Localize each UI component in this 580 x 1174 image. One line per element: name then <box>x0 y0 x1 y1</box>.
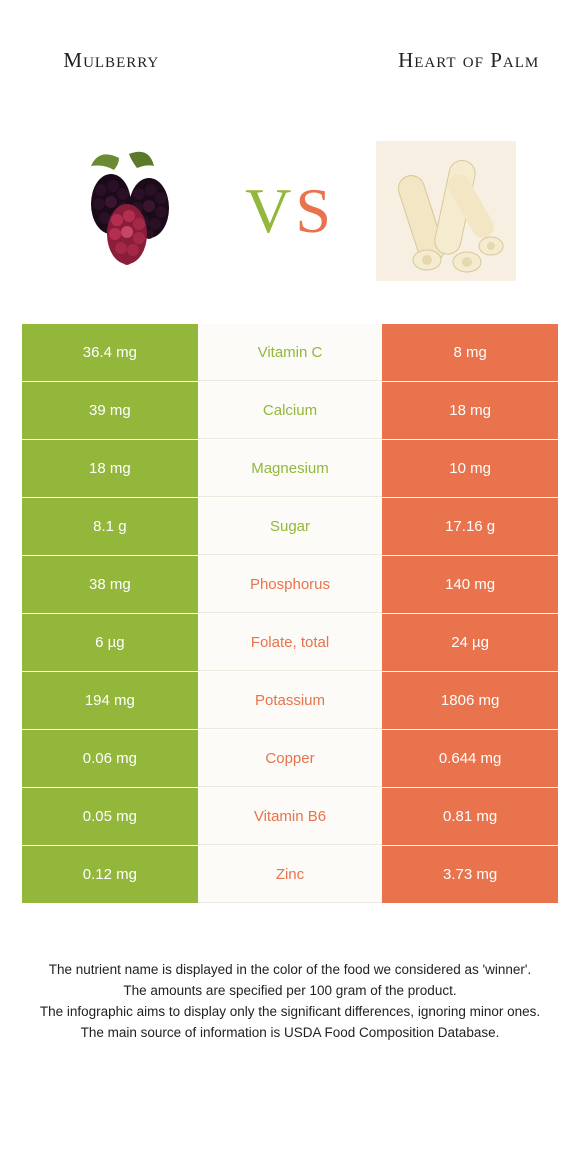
vs-label: VS <box>245 174 335 248</box>
value-right: 17.16 g <box>382 498 558 555</box>
nutrient-label: Sugar <box>198 498 383 555</box>
table-row: 194 mgPotassium1806 mg <box>22 672 558 730</box>
value-left: 0.12 mg <box>22 846 198 903</box>
value-left: 38 mg <box>22 556 198 613</box>
nutrient-label: Zinc <box>198 846 383 903</box>
value-left: 18 mg <box>22 440 198 497</box>
footer-notes: The nutrient name is displayed in the co… <box>22 960 558 1044</box>
value-right: 10 mg <box>382 440 558 497</box>
footer-line: The main source of information is USDA F… <box>32 1023 548 1044</box>
footer-line: The infographic aims to display only the… <box>32 1002 548 1023</box>
value-right: 0.81 mg <box>382 788 558 845</box>
value-left: 36.4 mg <box>22 324 198 381</box>
nutrient-label: Copper <box>198 730 383 787</box>
nutrient-label: Phosphorus <box>198 556 383 613</box>
value-left: 39 mg <box>22 382 198 439</box>
nutrient-label: Folate, total <box>198 614 383 671</box>
value-right: 1806 mg <box>382 672 558 729</box>
nutrient-label: Vitamin B6 <box>198 788 383 845</box>
footer-line: The nutrient name is displayed in the co… <box>32 960 548 981</box>
value-right: 3.73 mg <box>382 846 558 903</box>
value-right: 0.644 mg <box>382 730 558 787</box>
table-row: 39 mgCalcium18 mg <box>22 382 558 440</box>
title-right: Heart of Palm <box>379 48 558 72</box>
value-left: 0.05 mg <box>22 788 198 845</box>
value-right: 8 mg <box>382 324 558 381</box>
value-right: 140 mg <box>382 556 558 613</box>
heart-of-palm-image <box>335 131 558 291</box>
table-row: 0.12 mgZinc3.73 mg <box>22 846 558 904</box>
footer-line: The amounts are specified per 100 gram o… <box>32 981 548 1002</box>
nutrient-label: Calcium <box>198 382 383 439</box>
table-row: 6 µgFolate, total24 µg <box>22 614 558 672</box>
table-row: 0.05 mgVitamin B60.81 mg <box>22 788 558 846</box>
value-left: 8.1 g <box>22 498 198 555</box>
images-row: VS <box>22 106 558 316</box>
value-left: 0.06 mg <box>22 730 198 787</box>
value-right: 24 µg <box>382 614 558 671</box>
value-left: 6 µg <box>22 614 198 671</box>
value-left: 194 mg <box>22 672 198 729</box>
header: Mulberry Heart of Palm <box>22 18 558 102</box>
mulberry-icon <box>59 136 209 286</box>
infographic-container: Mulberry Heart of Palm <box>0 0 580 1174</box>
table-row: 18 mgMagnesium10 mg <box>22 440 558 498</box>
table-row: 38 mgPhosphorus140 mg <box>22 556 558 614</box>
nutrient-label: Vitamin C <box>198 324 383 381</box>
table-row: 8.1 gSugar17.16 g <box>22 498 558 556</box>
value-right: 18 mg <box>382 382 558 439</box>
nutrient-table: 36.4 mgVitamin C8 mg39 mgCalcium18 mg18 … <box>22 324 558 904</box>
palm-icon <box>371 136 521 286</box>
vs-letter-s: S <box>295 174 335 248</box>
nutrient-label: Magnesium <box>198 440 383 497</box>
table-row: 0.06 mgCopper0.644 mg <box>22 730 558 788</box>
nutrient-label: Potassium <box>198 672 383 729</box>
vs-letter-v: V <box>245 174 295 248</box>
title-left: Mulberry <box>22 48 201 72</box>
table-row: 36.4 mgVitamin C8 mg <box>22 324 558 382</box>
mulberry-image <box>22 131 245 291</box>
